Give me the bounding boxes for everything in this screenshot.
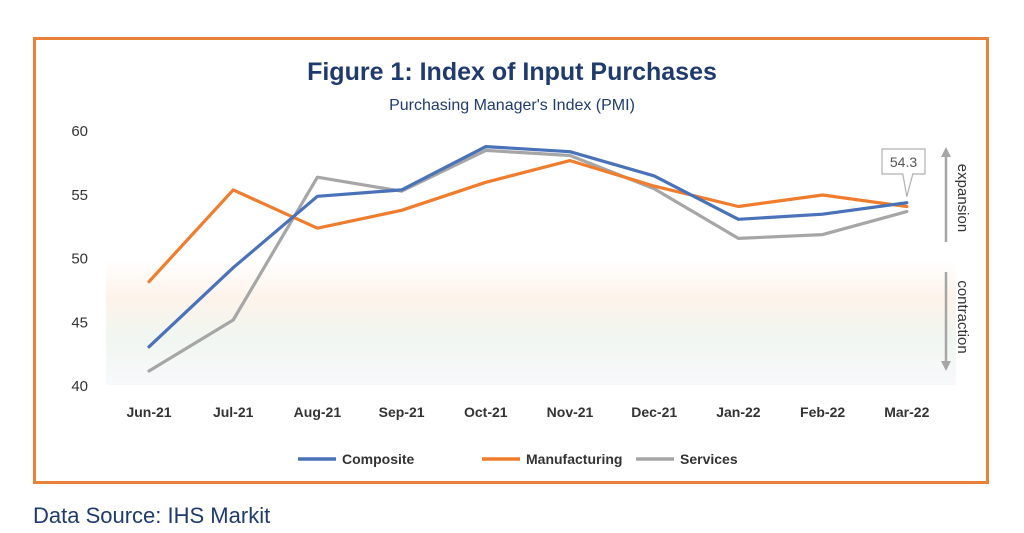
- x-tick-label: Feb-22: [800, 404, 845, 420]
- x-axis-ticks: Jun-21 Jul-21 Aug-21 Sep-21 Oct-21 Nov-21 Dec-…: [126, 404, 929, 420]
- x-tick-label: Jul-21: [213, 404, 254, 420]
- y-axis-ticks: 40 45 50 55 60: [71, 123, 88, 395]
- side-labels: expansion contraction: [941, 147, 971, 371]
- legend-label-services: Services: [680, 451, 738, 467]
- x-tick-label: Oct-21: [464, 404, 508, 420]
- contraction-shading: [106, 260, 956, 385]
- chart-subtitle: Purchasing Manager's Index (PMI): [389, 97, 635, 114]
- x-tick-label: Jun-21: [126, 404, 171, 420]
- figure-frame: Figure 1: Index of Input Purchases Purch…: [33, 37, 989, 484]
- contraction-arrow-head: [941, 361, 951, 371]
- x-tick-label: Dec-21: [631, 404, 677, 420]
- series-layer: [147, 144, 909, 373]
- legend-label-manufacturing: Manufacturing: [526, 451, 622, 467]
- y-tick-label: 55: [71, 187, 88, 204]
- y-tick-label: 60: [71, 123, 88, 140]
- callout: 54.3: [881, 148, 926, 197]
- x-tick-label: Mar-22: [884, 404, 929, 420]
- x-tick-label: Nov-21: [547, 404, 594, 420]
- series-line-composite: [147, 144, 909, 349]
- series-line-manufacturing: [147, 158, 909, 284]
- data-source-note: Data Source: IHS Markit: [33, 503, 271, 528]
- series-line-services: [147, 148, 909, 373]
- expansion-arrow-head: [941, 147, 951, 157]
- x-tick-label: Jan-22: [716, 404, 761, 420]
- expansion-label: expansion: [954, 164, 971, 232]
- callout-label: 54.3: [890, 154, 917, 170]
- contraction-label: contraction: [954, 280, 971, 353]
- chart-title: Figure 1: Index of Input Purchases: [307, 58, 717, 86]
- x-tick-label: Aug-21: [294, 404, 342, 420]
- x-tick-label: Sep-21: [379, 404, 425, 420]
- callout-box: [881, 148, 926, 197]
- y-tick-label: 45: [71, 314, 88, 331]
- legend: Composite Manufacturing Services: [298, 451, 738, 467]
- y-tick-label: 40: [71, 378, 88, 395]
- y-tick-label: 50: [71, 251, 88, 268]
- pmi-line-chart: Figure 1: Index of Input Purchases Purch…: [71, 58, 971, 467]
- legend-label-composite: Composite: [342, 451, 415, 467]
